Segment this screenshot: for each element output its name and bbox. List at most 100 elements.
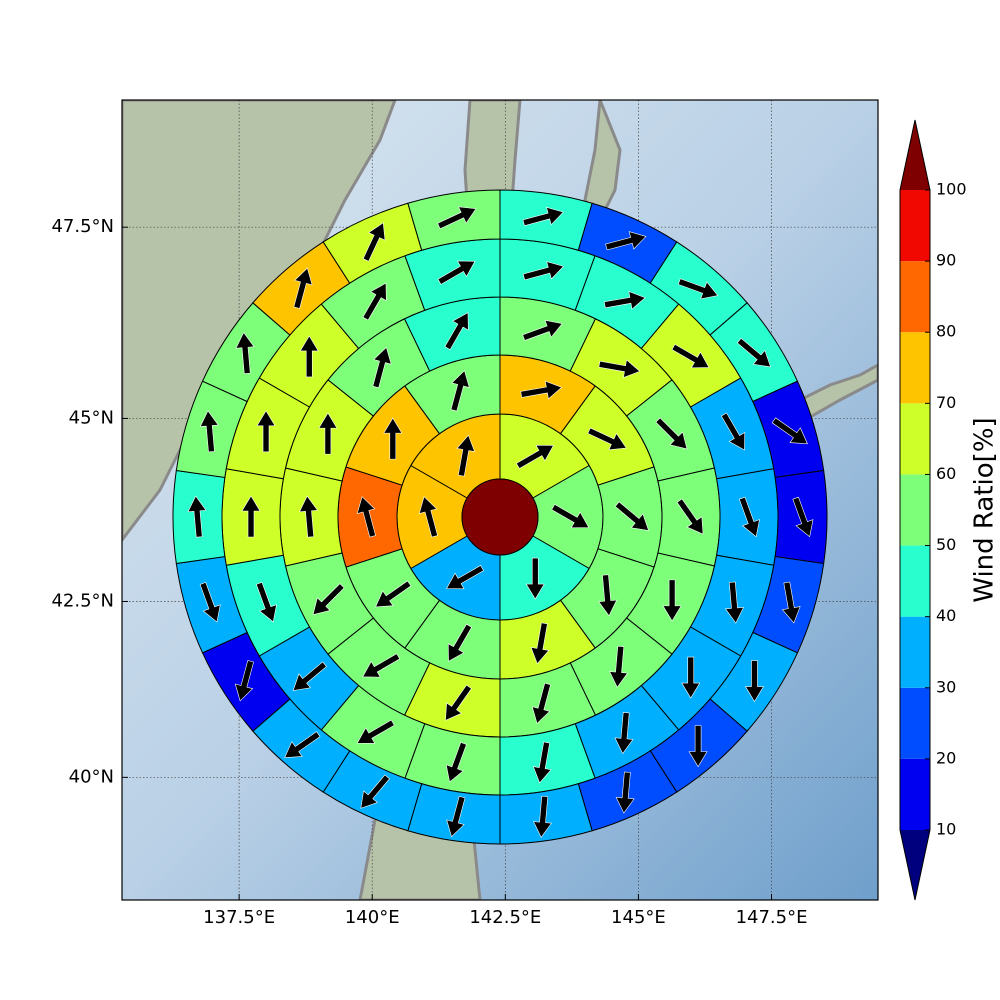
colorbar-over: [900, 120, 930, 190]
wind-arrow: [362, 653, 401, 678]
y-tick-label: 40°N: [69, 766, 114, 787]
x-tick-label: 142.5°E: [469, 907, 541, 928]
wind-arrow: [688, 725, 708, 768]
colorbar-bin: [900, 474, 930, 546]
colorbar-tick-label: 60: [936, 464, 956, 483]
wind-arrow: [522, 206, 564, 227]
colorbar-bin: [900, 545, 930, 617]
colorbar-under: [900, 830, 930, 900]
wind-arrow: [724, 581, 744, 624]
wind-arrow: [522, 261, 565, 281]
x-tick-label: 140°E: [345, 907, 400, 928]
wind-arrow: [362, 222, 386, 262]
wind-arrow: [587, 427, 627, 451]
wind-arrow: [532, 741, 552, 784]
wind-arrow: [655, 417, 688, 450]
wind-arrow: [372, 346, 392, 389]
colorbar-bin: [900, 332, 930, 404]
wind-arrow: [299, 495, 318, 538]
wind-arrow: [234, 660, 254, 702]
wind-arrow: [792, 496, 814, 538]
wind-arrow: [356, 719, 395, 744]
wind-arrow: [284, 731, 321, 758]
wind-arrow: [199, 410, 219, 453]
polar-chart: [172, 189, 828, 845]
wind-arrow: [520, 380, 563, 400]
wind-arrow: [187, 495, 207, 538]
wind-arrow: [456, 434, 476, 477]
axes: 137.5°E 140°E 142.5°E 145°E 147.5°E 40°N 42.5°…: [51, 216, 807, 928]
wind-arrow: [605, 231, 647, 251]
wind-arrow: [736, 337, 772, 368]
wind-arrow: [522, 319, 563, 341]
center-disc: [461, 478, 539, 556]
colorbar-tick-label: 50: [936, 535, 956, 554]
wind-arrow: [533, 795, 553, 838]
wind-arrow: [781, 581, 801, 624]
wind-arrow: [720, 412, 746, 451]
colorbar-bin: [900, 403, 930, 475]
plot-frame: [121, 99, 879, 901]
wind-arrow: [598, 574, 618, 617]
y-tick-label: 47.5°N: [51, 216, 114, 237]
y-tick-label: 45°N: [69, 407, 114, 428]
y-tick-label: 42.5°N: [51, 590, 114, 611]
colorbar-tick-label: 100: [936, 180, 967, 199]
colorbar-tick-label: 70: [936, 393, 956, 412]
wind-arrow: [614, 712, 634, 755]
colorbar-tick-label: 10: [936, 820, 956, 839]
wind-arrow: [677, 278, 719, 300]
wind-arrow: [671, 343, 710, 369]
wind-arrow: [516, 444, 554, 469]
colorbar: 10 20 30 40 50 60 70 80 90 100: [899, 119, 967, 901]
wind-arrow: [681, 656, 701, 699]
wind-arrow: [437, 206, 477, 230]
wind-arrow: [738, 496, 760, 538]
wind-arrow: [446, 795, 466, 838]
wind-arrow: [744, 660, 765, 703]
wind-arrow: [292, 661, 327, 691]
wind-arrow: [551, 503, 590, 529]
wind-arrow: [444, 312, 469, 351]
wind-arrow: [450, 370, 470, 412]
wind-arrow: [447, 623, 473, 662]
wind-arrow: [199, 582, 221, 623]
wind-arrow: [445, 684, 472, 721]
wind-arrow: [356, 496, 376, 538]
wind-arrow: [615, 771, 635, 814]
wind-arrow: [235, 331, 255, 374]
colorbar-tick-label: 80: [936, 322, 956, 341]
wind-arrow: [255, 581, 277, 623]
wind-arrow: [312, 583, 345, 616]
wind-arrow: [299, 335, 319, 378]
wind-arrow: [598, 359, 641, 379]
colorbar-label: Wind Ratio[%]: [970, 417, 1000, 602]
wind-arrow: [445, 742, 467, 783]
wind-arrow: [293, 267, 313, 309]
wind-arrow: [531, 682, 551, 725]
wind-arrow: [256, 410, 276, 453]
colorbar-tick-label: 40: [936, 606, 956, 625]
wind-arrow: [241, 495, 261, 538]
colorbar-tick-label: 30: [936, 677, 956, 696]
wind-arrow: [525, 557, 545, 600]
x-tick-label: 147.5°E: [736, 907, 808, 928]
wind-arrow: [318, 412, 338, 455]
x-tick-label: 145°E: [611, 907, 666, 928]
colorbar-bin: [900, 616, 930, 688]
wind-arrow: [530, 622, 550, 665]
colorbar-bin: [900, 190, 930, 262]
wind-arrow: [362, 282, 387, 321]
wind-arrow: [609, 645, 629, 688]
map: [122, 100, 878, 900]
wind-arrow: [418, 496, 438, 538]
wind-arrow: [676, 498, 704, 535]
colorbar-tick-label: 90: [936, 251, 956, 270]
colorbar-bin: [900, 687, 930, 759]
colorbar-tick-label: 20: [936, 748, 956, 767]
wind-arrow: [614, 501, 650, 531]
wind-arrow: [375, 580, 412, 608]
wind-arrow: [771, 417, 808, 445]
wind-arrow: [383, 417, 403, 460]
